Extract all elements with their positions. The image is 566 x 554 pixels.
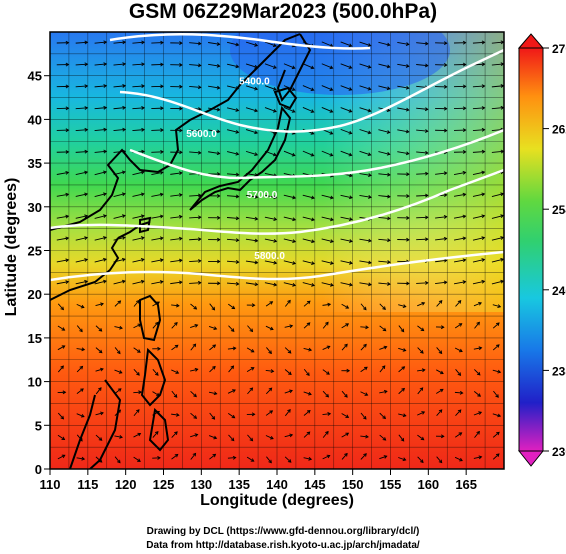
- y-tick-label: 20: [28, 287, 42, 302]
- y-axis-label: Latitude (degrees): [3, 177, 20, 317]
- y-tick-label: 30: [28, 200, 42, 215]
- x-tick-label: 160: [417, 477, 439, 492]
- colorbar: 230 238 246 254 262 270: [517, 33, 566, 467]
- colorbar-tick-label: 230: [552, 445, 566, 459]
- x-tick-label: 135: [228, 477, 250, 492]
- cold-core: [230, 32, 450, 95]
- y-tick-label: 35: [28, 156, 42, 171]
- colorbar-tick-label: 262: [552, 123, 566, 137]
- credit-dcl: Drawing by DCL (https://www.gfd-dennou.o…: [146, 526, 420, 537]
- y-tick-label: 40: [28, 112, 42, 127]
- colorbar-tick-label: 254: [552, 203, 566, 217]
- contour-label: 5700.0: [247, 190, 278, 201]
- x-axis-label: Longitude (degrees): [200, 492, 354, 509]
- x-tick-label: 165: [455, 477, 477, 492]
- colorbar-bottom-triangle: [517, 450, 545, 467]
- colorbar-bar: [518, 47, 544, 452]
- y-tick-label: 45: [28, 69, 42, 84]
- contour-label: 5600.0: [186, 129, 217, 140]
- y-tick-label: 10: [28, 375, 42, 390]
- chart-title: GSM 06Z29Mar2023 (500.0hPa): [128, 0, 438, 23]
- x-tick-label: 150: [342, 477, 364, 492]
- y-tick-label: 25: [28, 244, 42, 259]
- x-tick-label: 125: [153, 477, 175, 492]
- x-tick-label: 145: [304, 477, 326, 492]
- contour-label: 5400.0: [239, 76, 270, 87]
- x-tick-label: 155: [380, 477, 402, 492]
- x-tick-label: 115: [77, 477, 98, 492]
- height-contours: [50, 33, 504, 282]
- grid-lines: [50, 32, 504, 469]
- wind-arrows: [56, 40, 504, 464]
- x-tick-label: 130: [190, 477, 212, 492]
- x-tick-label: 140: [266, 477, 288, 492]
- y-tick-label: 15: [28, 331, 42, 346]
- y-tick-label: 0: [35, 462, 42, 477]
- colorbar-tick-label: 238: [552, 364, 566, 378]
- x-tick-label: 120: [115, 477, 137, 492]
- colorbar-top-triangle: [517, 33, 545, 49]
- y-tick-label: 5: [35, 418, 42, 433]
- credit-data-source: Data from http://database.rish.kyoto-u.a…: [146, 540, 420, 551]
- contour-label: 5800.0: [254, 251, 285, 262]
- colorbar-tick-label: 270: [552, 42, 566, 56]
- x-tick-label: 110: [40, 477, 61, 492]
- colorbar-tick-label: 246: [552, 284, 566, 298]
